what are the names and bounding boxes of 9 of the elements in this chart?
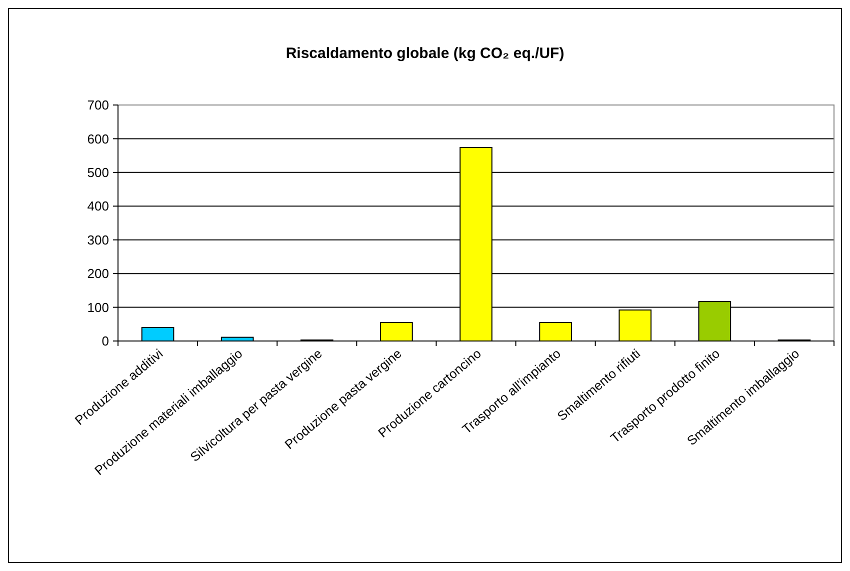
y-tick-label: 100: [87, 300, 109, 315]
y-tick-label: 600: [87, 131, 109, 146]
chart-title: Riscaldamento globale (kg CO₂ eq./UF): [286, 45, 564, 62]
y-tick-label: 300: [87, 232, 109, 248]
y-tick-label: 500: [87, 164, 109, 180]
y-tick-label: 400: [87, 198, 109, 214]
y-tick-label: 0: [102, 334, 109, 349]
y-tick-label: 700: [87, 98, 109, 113]
y-tick-label: 200: [87, 266, 109, 282]
